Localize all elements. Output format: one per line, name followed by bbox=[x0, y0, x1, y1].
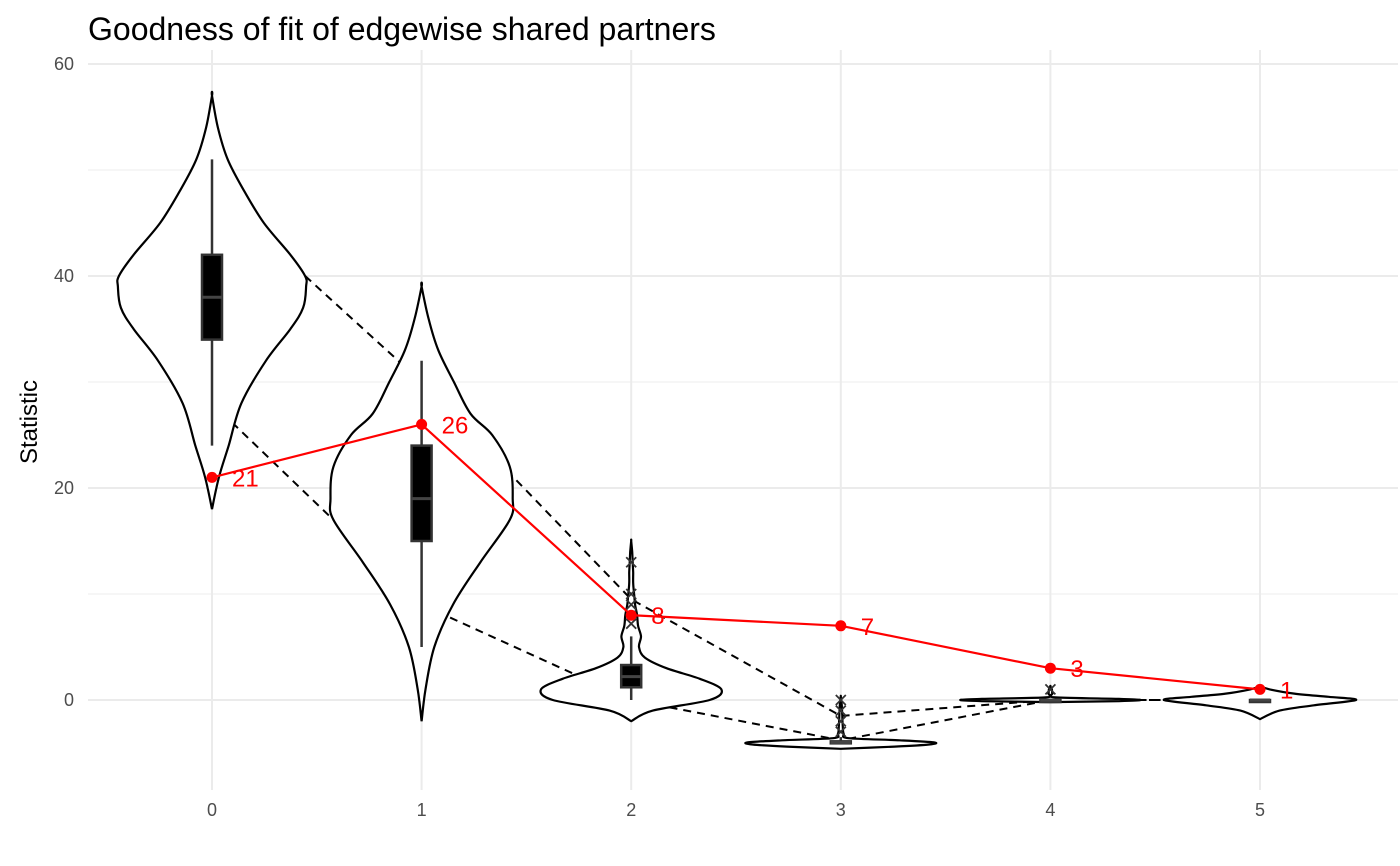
observed-point-0 bbox=[206, 471, 218, 483]
observed-point-2 bbox=[625, 609, 637, 621]
boxplot-0 bbox=[200, 159, 224, 446]
chart-title: Goodness of fit of edgewise shared partn… bbox=[88, 11, 716, 47]
y-tick-label: 0 bbox=[64, 690, 74, 710]
box-iqr bbox=[410, 444, 433, 543]
x-tick-label: 0 bbox=[207, 800, 217, 820]
boxplot-1 bbox=[410, 360, 433, 647]
y-tick-label: 40 bbox=[54, 266, 74, 286]
x-tick-label: 3 bbox=[836, 800, 846, 820]
boxplots bbox=[200, 159, 1272, 745]
tick-labels: 0 20 40 60 0 1 2 3 4 5 bbox=[54, 54, 1265, 820]
outlier-mark bbox=[835, 726, 847, 738]
outlier-mark bbox=[835, 715, 847, 727]
grid bbox=[88, 50, 1398, 790]
observed-point-1 bbox=[416, 418, 428, 430]
observed-value-label: 7 bbox=[861, 614, 874, 641]
y-tick-label: 20 bbox=[54, 478, 74, 498]
outlier-mark bbox=[625, 618, 637, 630]
x-tick-label: 2 bbox=[626, 800, 636, 820]
observed-line bbox=[211, 423, 1261, 691]
violin-2 bbox=[539, 538, 723, 723]
observed-value-label: 1 bbox=[1280, 677, 1293, 704]
observed-value-label: 21 bbox=[232, 465, 259, 492]
violin-4 bbox=[959, 684, 1142, 704]
y-axis-title: Statistic bbox=[16, 380, 43, 464]
outlier-mark bbox=[835, 694, 847, 706]
violins bbox=[116, 90, 1358, 750]
observed-point-3 bbox=[835, 620, 847, 632]
boxplot-4 bbox=[1039, 683, 1062, 704]
y-tick-label: 60 bbox=[54, 54, 74, 74]
observed-value-label: 8 bbox=[651, 603, 664, 630]
outlier-mark bbox=[835, 704, 847, 717]
outlier-mark bbox=[625, 556, 637, 568]
boxplot-5 bbox=[1248, 698, 1272, 704]
observed-point-5 bbox=[1254, 683, 1266, 695]
observed-point-4 bbox=[1044, 662, 1056, 674]
x-tick-label: 5 bbox=[1255, 800, 1265, 820]
outlier-mark bbox=[1044, 683, 1057, 696]
outlier-mark bbox=[625, 598, 637, 611]
observed-value-label: 26 bbox=[442, 412, 469, 439]
x-tick-label: 1 bbox=[417, 800, 427, 820]
outlier-mark bbox=[625, 588, 637, 600]
x-tick-label: 4 bbox=[1045, 800, 1055, 820]
observed-value-label: 3 bbox=[1070, 656, 1083, 683]
observed-series: 21 26 8 7 3 1 bbox=[206, 412, 1293, 704]
boxplot-3 bbox=[829, 694, 853, 745]
